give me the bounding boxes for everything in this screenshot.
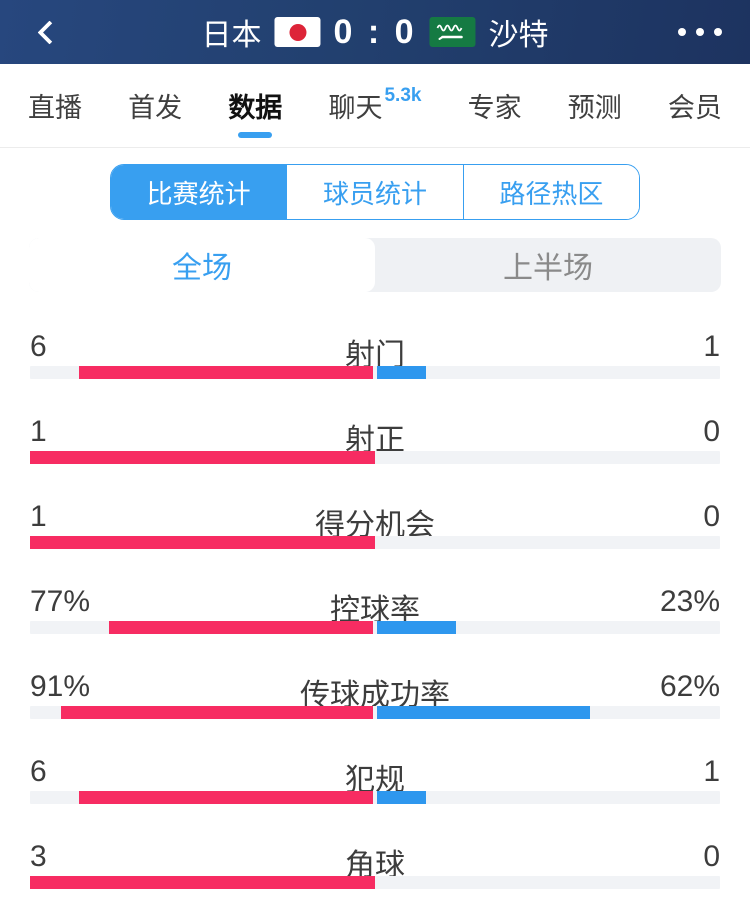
segment-label: 比赛统计 xyxy=(146,178,251,209)
stat-away-value: 0 xyxy=(703,415,720,448)
stat-home-value: 6 xyxy=(30,755,47,788)
tab-data[interactable]: 数据 xyxy=(228,64,282,147)
stat-line: 1 射正 0 xyxy=(30,395,720,457)
stat-line: 91% 传球成功率 62% xyxy=(30,650,720,712)
tab-label: 数据 xyxy=(228,93,283,123)
stats-list: 6 射门 1 1 射正 0 1 得分机会 0 77% 控球率 23% 91% 传球成功率 62% 6 犯规 1 3 角… xyxy=(0,292,750,905)
stat-bar-track xyxy=(30,366,720,379)
stat-home-value: 77% xyxy=(30,585,91,618)
stat-home-value: 6 xyxy=(30,330,47,363)
back-button[interactable] xyxy=(26,12,66,52)
stat-row: 6 犯规 1 xyxy=(30,735,720,820)
segment-match-stats[interactable]: 比赛统计 xyxy=(111,165,287,219)
stat-bar-track xyxy=(30,451,720,464)
stat-away-value: 62% xyxy=(659,670,720,703)
tab-live[interactable]: 直播 xyxy=(28,64,82,147)
stat-bar-home xyxy=(108,621,373,634)
segment-label: 路径热区 xyxy=(499,178,604,209)
stat-line: 1 得分机会 0 xyxy=(30,480,720,542)
stats-type-segmented-control: 比赛统计 球员统计 路径热区 xyxy=(110,164,640,220)
saudi-flag-icon xyxy=(429,17,476,47)
stat-line: 77% 控球率 23% xyxy=(30,565,720,627)
tab-lineup[interactable]: 首发 xyxy=(128,64,182,147)
selected-tab-underline xyxy=(238,132,273,138)
tab-label: 预测 xyxy=(567,93,622,123)
dot-icon xyxy=(696,28,704,36)
stat-bar-home xyxy=(30,451,375,464)
back-chevron-icon xyxy=(36,19,62,45)
stat-away-value: 1 xyxy=(703,755,720,788)
tab-expert[interactable]: 专家 xyxy=(468,64,522,147)
stat-bar-home xyxy=(79,366,373,379)
tab-prediction[interactable]: 预测 xyxy=(568,64,622,147)
stat-row: 3 角球 0 xyxy=(30,820,720,905)
stat-bar-track xyxy=(30,621,720,634)
period-toggle: 全场 上半场 xyxy=(29,238,721,292)
tab-label: 会员 xyxy=(667,93,722,123)
segment-heatmap[interactable]: 路径热区 xyxy=(462,165,639,219)
tab-label: 专家 xyxy=(467,93,522,123)
away-team-name: 沙特 xyxy=(488,19,549,52)
period-first-half[interactable]: 上半场 xyxy=(375,238,721,292)
stat-row: 77% 控球率 23% xyxy=(30,565,720,650)
stat-home-value: 1 xyxy=(30,500,47,533)
segment-label: 球员统计 xyxy=(322,178,427,209)
stat-bar-home xyxy=(79,791,373,804)
period-label: 全场 xyxy=(172,252,232,285)
japan-flag-icon xyxy=(274,17,321,47)
stat-home-value: 1 xyxy=(30,415,47,448)
stat-row: 6 射门 1 xyxy=(30,310,720,395)
tab-label: 聊天 xyxy=(328,93,383,123)
stat-bar-home xyxy=(30,876,375,889)
tab-chat[interactable]: 聊天 5.3k xyxy=(328,64,421,147)
dot-icon xyxy=(714,28,722,36)
stat-line: 3 角球 0 xyxy=(30,820,720,882)
stat-bar-home xyxy=(60,706,373,719)
stat-bar-away xyxy=(377,791,426,804)
top-navbar: 日本 0 : 0 沙特 xyxy=(0,0,750,64)
stat-bar-away xyxy=(377,621,456,634)
score-text: 0 : 0 xyxy=(333,12,417,51)
stat-row: 1 射正 0 xyxy=(30,395,720,480)
stat-line: 6 犯规 1 xyxy=(30,735,720,797)
period-label: 上半场 xyxy=(503,252,593,285)
stat-bar-away xyxy=(377,706,590,719)
more-menu-button[interactable] xyxy=(676,18,724,46)
stat-home-value: 91% xyxy=(30,670,91,703)
stat-bar-home xyxy=(30,536,375,549)
dot-icon xyxy=(678,28,686,36)
segment-player-stats[interactable]: 球员统计 xyxy=(286,165,463,219)
stat-bar-track xyxy=(30,791,720,804)
tab-label: 首发 xyxy=(128,93,183,123)
main-tabbar: 直播 首发 数据 聊天 5.3k 专家 预测 会员 xyxy=(0,64,750,148)
tab-member[interactable]: 会员 xyxy=(668,64,722,147)
chat-count-badge: 5.3k xyxy=(384,84,422,106)
stat-away-value: 0 xyxy=(703,500,720,533)
stat-bar-away xyxy=(377,366,426,379)
stat-away-value: 23% xyxy=(659,585,720,618)
home-team-name: 日本 xyxy=(201,19,262,52)
stat-line: 6 射门 1 xyxy=(30,310,720,372)
stat-bar-track xyxy=(30,876,720,889)
tab-label: 直播 xyxy=(28,93,82,123)
stat-bar-track xyxy=(30,536,720,549)
stat-row: 91% 传球成功率 62% xyxy=(30,650,720,735)
stat-bar-track xyxy=(30,706,720,719)
period-full-match[interactable]: 全场 xyxy=(29,238,375,292)
stat-away-value: 0 xyxy=(703,840,720,873)
stat-row: 1 得分机会 0 xyxy=(30,480,720,565)
match-score-header: 日本 0 : 0 沙特 xyxy=(201,0,548,64)
stat-home-value: 3 xyxy=(30,840,47,873)
stat-away-value: 1 xyxy=(703,330,720,363)
